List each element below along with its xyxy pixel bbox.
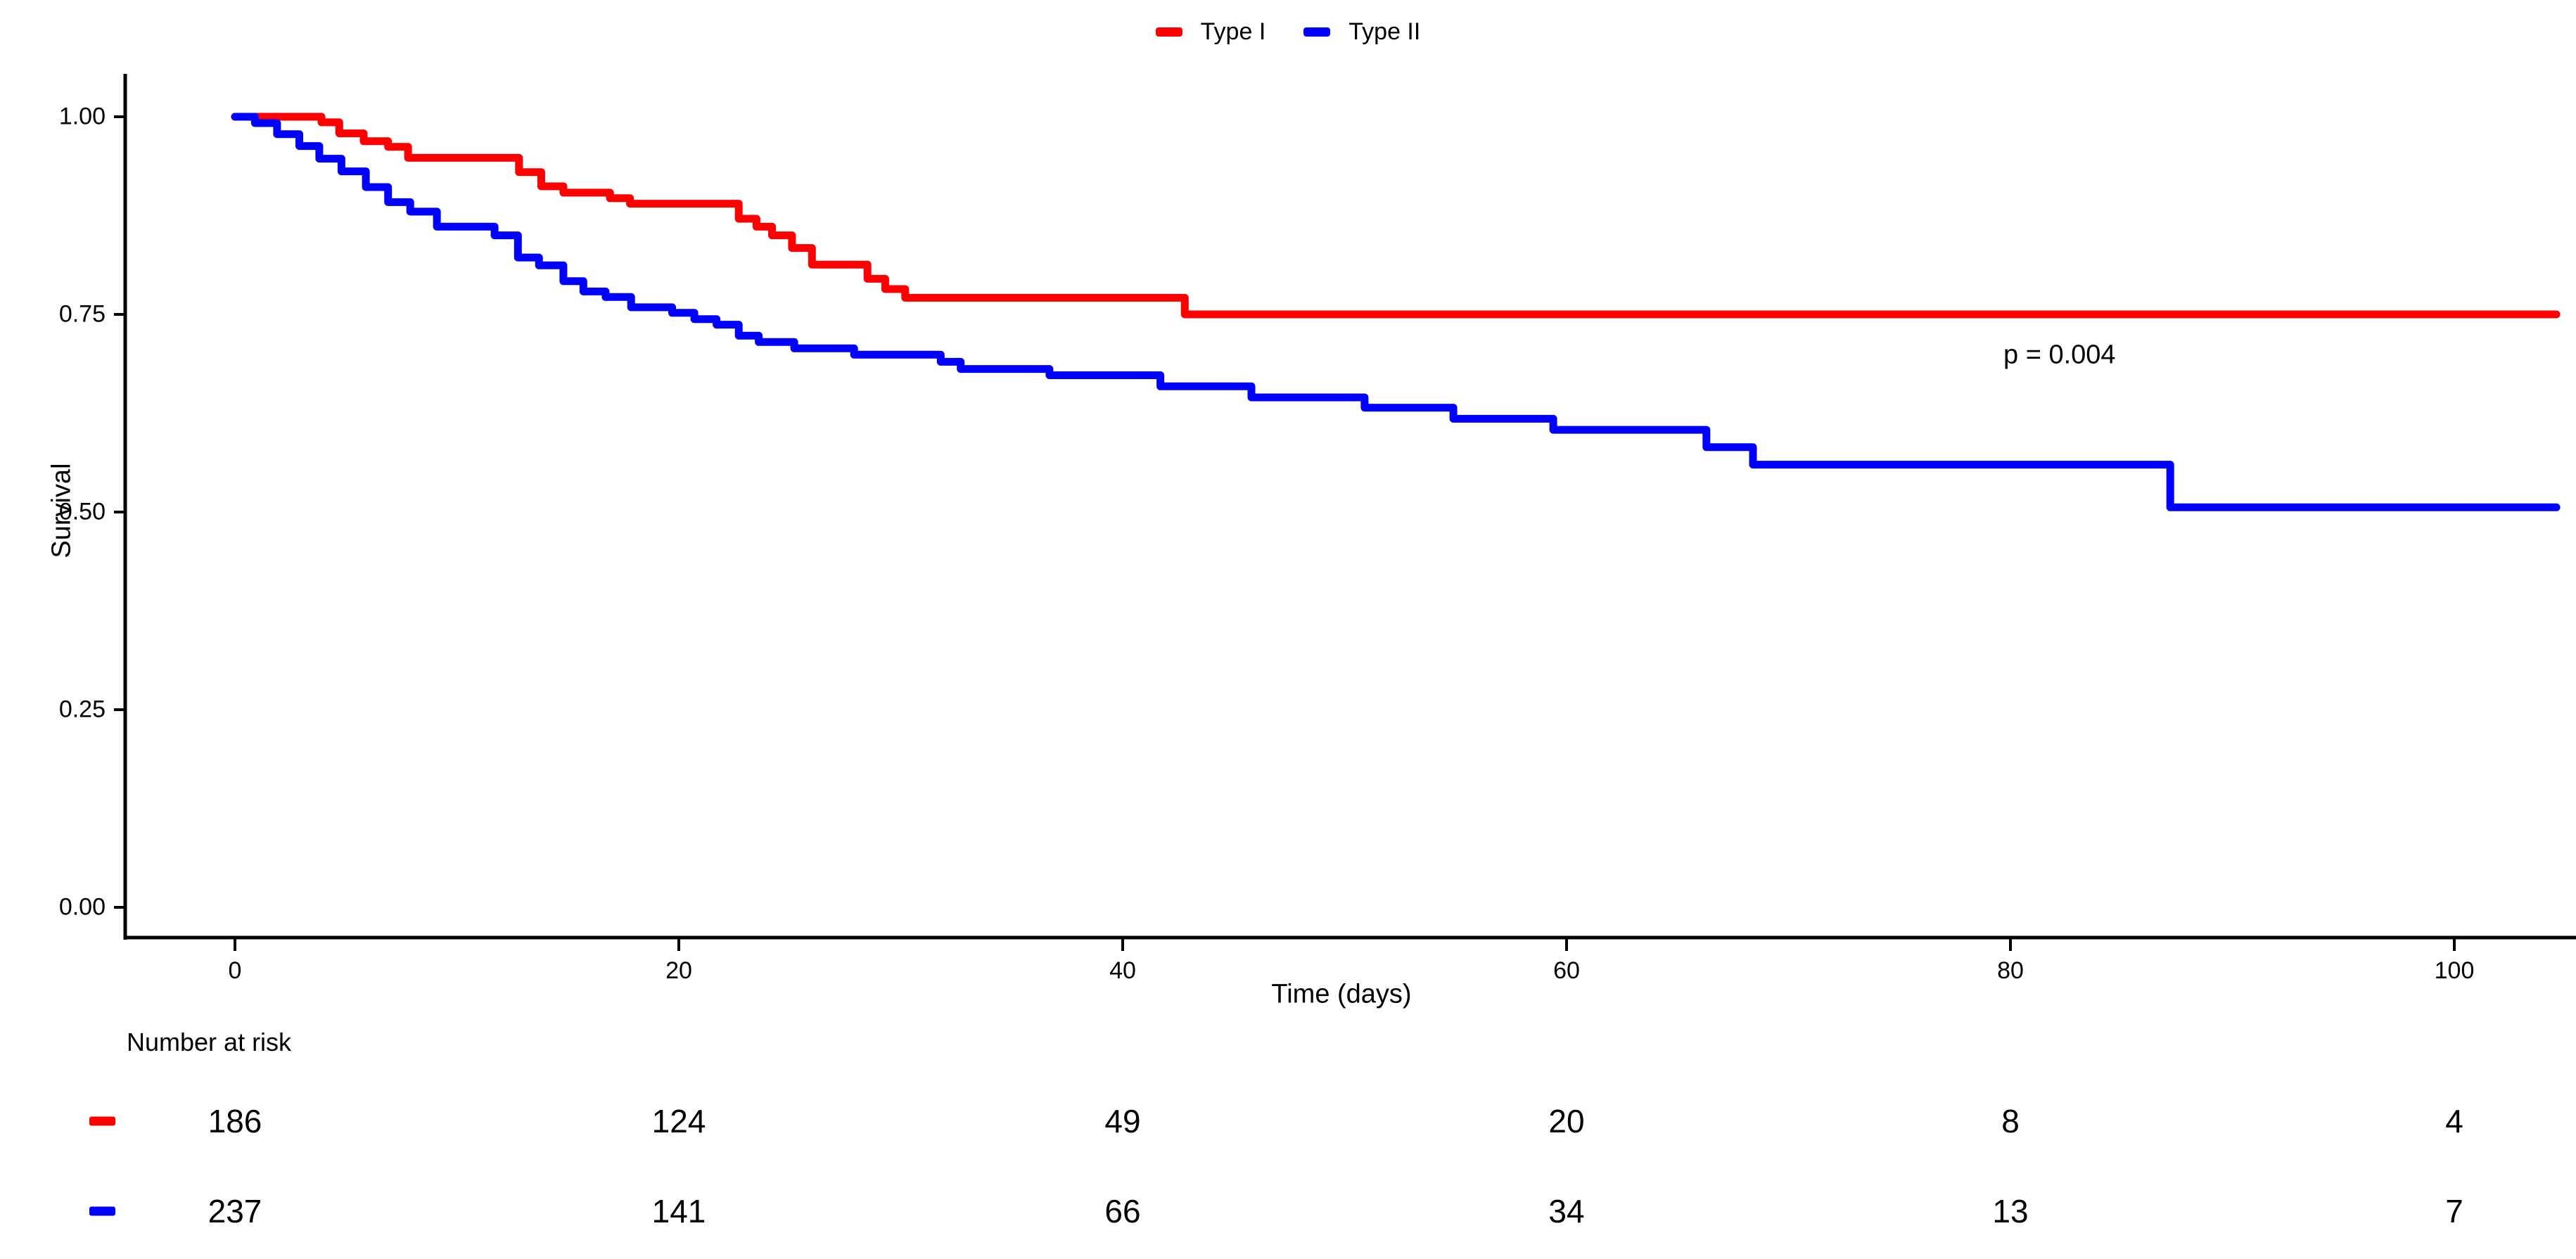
- legend-item-type2: Type II: [1303, 20, 1420, 44]
- x-tick-label: 80: [1997, 957, 2024, 984]
- axis-tick-marks: [114, 115, 2456, 951]
- legend-item-type1: Type I: [1155, 18, 1266, 45]
- risk-count: 8: [2001, 1103, 2020, 1139]
- risk-count: 4: [2445, 1103, 2463, 1139]
- risk-count: 66: [1104, 1193, 1141, 1229]
- legend-label-type2: Type II: [1348, 18, 1421, 45]
- risk-row-key-icon: [89, 1116, 115, 1126]
- risk-row-key-icon: [89, 1206, 115, 1216]
- risk-count: 49: [1104, 1103, 1141, 1139]
- risk-count: 34: [1548, 1193, 1585, 1229]
- legend-label-type1: Type I: [1200, 18, 1266, 45]
- risk-count: 124: [651, 1103, 706, 1139]
- x-tick-label: 40: [1109, 957, 1136, 984]
- x-axis-title: Time (days): [1271, 979, 1412, 1009]
- y-tick-label: 0.25: [58, 696, 106, 723]
- y-tick-label: 1.00: [58, 103, 106, 130]
- type2-legend-key-icon: [1303, 27, 1331, 37]
- y-tick-label: 0.50: [58, 498, 106, 525]
- p-value-annotation: p = 0.004: [2003, 340, 2116, 370]
- x-tick-label: 60: [1553, 957, 1580, 984]
- risk-table-title: Number at risk: [127, 1028, 292, 1056]
- y-tick-label: 0.00: [58, 893, 106, 921]
- x-tick-label: 100: [2434, 957, 2475, 984]
- legend: Type I Type II: [0, 20, 2576, 44]
- risk-count: 20: [1548, 1103, 1585, 1139]
- risk-count: 7: [2445, 1193, 2463, 1229]
- y-tick-label: 0.75: [58, 300, 106, 328]
- survival-curve-type1: [231, 113, 2561, 319]
- survival-curve-type2: [231, 113, 2561, 511]
- risk-count: 237: [208, 1193, 262, 1229]
- type1-legend-key-icon: [1155, 27, 1182, 37]
- x-tick-label: 0: [228, 957, 242, 984]
- risk-count: 13: [1992, 1193, 2029, 1229]
- risk-count: 141: [651, 1193, 706, 1229]
- risk-count: 186: [208, 1103, 262, 1139]
- x-tick-label: 20: [665, 957, 692, 984]
